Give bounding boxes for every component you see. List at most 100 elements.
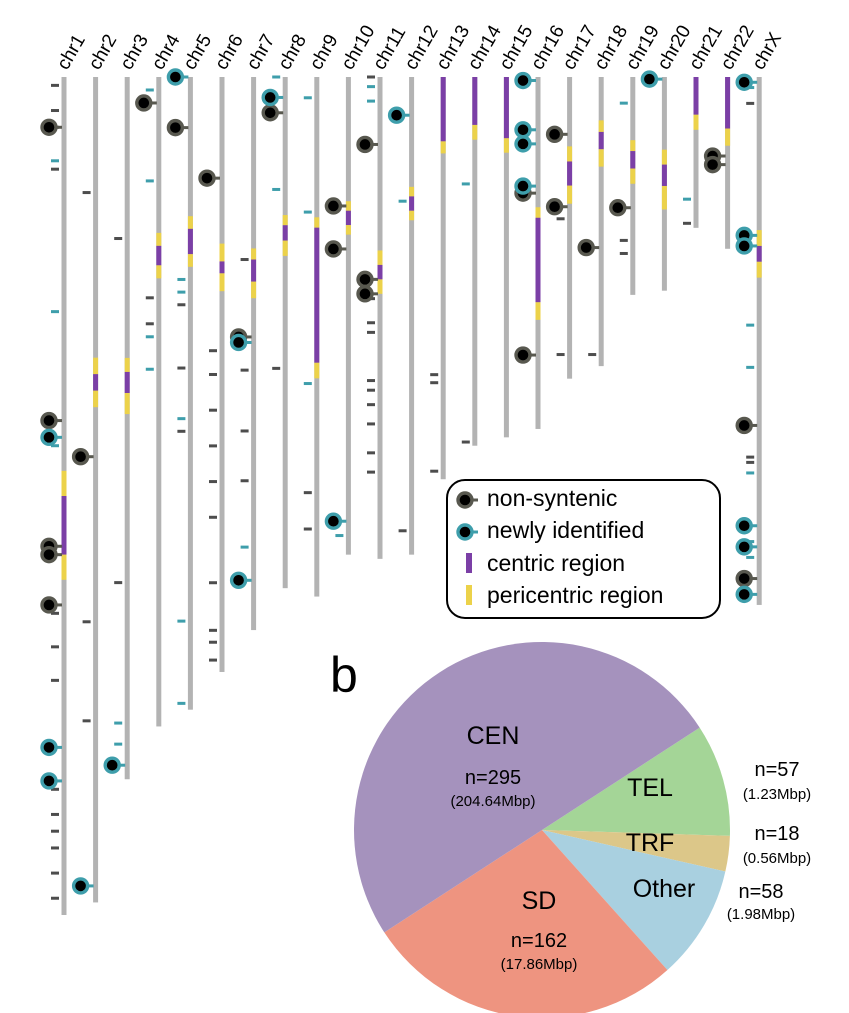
pie-count-sd: n=162 — [511, 930, 567, 952]
pie-count-tel: n=57 — [754, 759, 799, 781]
centric-region — [472, 77, 478, 125]
nonsyntenic-marker-dot — [735, 416, 753, 435]
teal-tick — [177, 290, 186, 294]
newly-identified-marker — [514, 135, 536, 153]
pericentric-region — [282, 215, 288, 226]
pericentric-region — [567, 185, 573, 204]
nonsyntenic-marker-dot — [545, 125, 564, 144]
chromosome-bar — [598, 77, 604, 367]
chromosome-chr3: chr3 — [103, 31, 153, 780]
nonsyntenic-marker — [356, 135, 378, 154]
grey-tick — [367, 379, 375, 383]
grey-tick — [145, 322, 154, 326]
nonsyntenic-marker-dot — [577, 238, 595, 257]
pie-slice-sd — [384, 830, 668, 1013]
chromosome-bar — [282, 77, 288, 589]
nonsyntenic-marker-dot — [356, 285, 374, 303]
newly-identified-marker-dot — [71, 877, 90, 895]
newly-identified-marker-dot — [735, 73, 753, 91]
newly-identified-marker — [166, 68, 189, 86]
newly-identified-marker — [40, 428, 62, 447]
chromosome-bar — [251, 77, 257, 631]
centric-region — [409, 196, 415, 211]
nonsyntenic-marker-dot — [40, 545, 58, 564]
teal-tick — [114, 721, 123, 725]
teal-tick — [746, 555, 755, 559]
grey-tick — [303, 491, 312, 495]
newly-identified-marker — [735, 237, 758, 255]
grey-tick — [588, 353, 597, 357]
grey-tick — [461, 440, 470, 444]
teal-tick — [114, 742, 123, 746]
grey-tick — [51, 167, 59, 171]
legend-item-newly-identified: newly identified — [456, 517, 644, 543]
pericentric-region — [219, 243, 225, 262]
pericentric-swatch — [466, 585, 472, 605]
grey-tick — [51, 83, 59, 87]
pie-count-trf: n=18 — [754, 823, 799, 845]
nonsyntenic-marker-icon — [456, 491, 478, 509]
nonsyntenic-marker-dot — [514, 346, 532, 364]
pericentric-region — [693, 114, 699, 130]
chromosome-label: chr1 — [53, 31, 90, 74]
grey-tick — [430, 381, 439, 385]
chromosome-chr9: chr9 — [303, 31, 343, 597]
newly-identified-marker — [261, 88, 284, 107]
nonsyntenic-marker — [71, 447, 94, 466]
chromosome-bar — [630, 77, 636, 295]
pericentric-region — [377, 250, 383, 265]
teal-tick — [398, 199, 407, 203]
nonsyntenic-marker — [324, 240, 347, 258]
pie-count-other: n=58 — [738, 881, 783, 903]
teal-tick — [461, 182, 470, 186]
centric-region — [535, 217, 541, 303]
grey-tick — [240, 429, 249, 433]
chromosome-bar — [93, 77, 99, 903]
chromosome-bar — [219, 77, 225, 672]
pie-slice-cen — [353, 642, 700, 933]
grey-tick — [51, 678, 59, 682]
pericentric-region — [661, 185, 667, 210]
newly-identified-marker-dot — [735, 538, 753, 556]
nonsyntenic-marker-dot — [703, 155, 722, 174]
chromosome-label: chr3 — [116, 31, 153, 74]
pericentric-region — [377, 279, 383, 294]
chromosome-bar — [725, 77, 731, 249]
teal-tick — [272, 75, 281, 79]
pie-slice-tel — [542, 727, 730, 836]
legend-label-newly-identified: newly identified — [487, 517, 644, 543]
chromosome-bar — [377, 77, 383, 559]
nonsyntenic-marker-dot — [166, 118, 185, 137]
pericentric-region — [61, 554, 67, 580]
nonsyntenic-marker-dot — [40, 596, 58, 614]
legend-label-centric: centric region — [487, 550, 625, 576]
legend-newly-symbol-dot — [456, 523, 474, 541]
newly-identified-marker-dot — [640, 70, 659, 88]
newly-identified-marker-dot — [166, 68, 185, 86]
newly-identified-marker-dot — [229, 333, 248, 352]
nonsyntenic-marker-dot — [609, 199, 627, 217]
chromosome-chr11: chr11 — [356, 23, 410, 559]
pericentric-region — [251, 281, 257, 299]
pie-label-other: Other — [633, 875, 696, 903]
newly-identified-marker — [514, 71, 536, 90]
newly-identified-marker — [735, 585, 758, 604]
grey-tick — [51, 812, 59, 816]
teal-tick — [51, 310, 59, 314]
newly-identified-marker-dot — [514, 177, 532, 195]
pie-size-other: (1.98Mbp) — [727, 906, 795, 923]
centric-region — [725, 77, 731, 129]
newly-identified-marker-dot — [735, 517, 753, 535]
grey-tick — [746, 455, 755, 459]
newly-identified-marker-dot — [103, 756, 121, 774]
panel-label-b: b — [330, 647, 358, 703]
centric-region — [345, 210, 351, 226]
pericentric-region — [535, 302, 541, 320]
grey-tick — [240, 479, 249, 483]
grey-tick — [82, 191, 91, 195]
grey-tick — [746, 460, 755, 464]
centric-region — [219, 261, 225, 274]
pie-size-trf: (0.56Mbp) — [743, 850, 811, 867]
grey-tick — [240, 258, 249, 262]
grey-tick — [209, 480, 217, 484]
